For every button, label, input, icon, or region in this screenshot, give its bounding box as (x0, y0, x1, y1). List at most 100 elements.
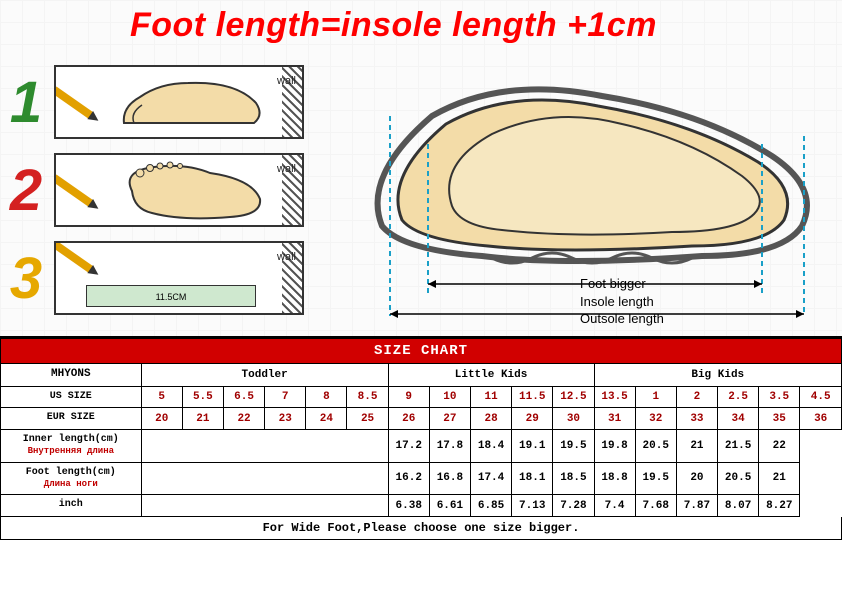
cell: 9 (388, 386, 429, 408)
brand-cell: MHYONS (1, 364, 142, 387)
cell: 5 (141, 386, 182, 408)
step-1-box: wall (54, 65, 304, 139)
cell: 22 (223, 408, 264, 430)
cell: 7.13 (512, 495, 553, 517)
empty-cell (141, 429, 388, 462)
eur-size-label: EUR SIZE (1, 408, 142, 430)
cell: 5.5 (182, 386, 223, 408)
size-chart-table: SIZE CHART MHYONS Toddler Little Kids Bi… (0, 338, 842, 517)
foot-side-icon (116, 73, 266, 135)
cell: 28 (470, 408, 511, 430)
cell: 25 (347, 408, 388, 430)
pencil-icon (54, 241, 94, 273)
cell: 8.27 (759, 495, 800, 517)
cell: 19.5 (553, 429, 594, 462)
cell: 18.1 (512, 462, 553, 495)
cell: 21 (759, 462, 800, 495)
cell: 2 (676, 386, 717, 408)
cell: 17.4 (470, 462, 511, 495)
cell: 7.4 (594, 495, 635, 517)
empty-cell (141, 495, 388, 517)
group-little: Little Kids (388, 364, 594, 387)
step-3-number: 3 (8, 245, 44, 312)
us-size-row: US SIZE 5 5.5 6.5 7 8 8.5 9 10 11 11.5 1… (1, 386, 842, 408)
cell: 35 (759, 408, 800, 430)
foot-label-ru: Длина ноги (2, 479, 140, 490)
step-1-number: 1 (8, 69, 44, 136)
cell: 18.4 (470, 429, 511, 462)
cell: 34 (718, 408, 759, 430)
cell: 17.8 (429, 429, 470, 462)
cell: 20 (141, 408, 182, 430)
eur-size-row: EUR SIZE 20 21 22 23 24 25 26 27 28 29 3… (1, 408, 842, 430)
cell: 27 (429, 408, 470, 430)
cell: 36 (800, 408, 842, 430)
step-3-box: 11.5CM wall (54, 241, 304, 315)
cell: 6.38 (388, 495, 429, 517)
inner-label-en: Inner length(cm) (23, 434, 119, 445)
chart-title-row: SIZE CHART (1, 339, 842, 364)
wall-label-2: wall (277, 163, 296, 175)
cell: 12.5 (553, 386, 594, 408)
pencil-icon (54, 87, 94, 120)
inch-label: inch (1, 495, 142, 517)
step-1-row: 1 wall (8, 58, 318, 146)
cell: 20.5 (718, 462, 759, 495)
cell: 20 (676, 462, 717, 495)
sole-diagram: Foot bigger Insole length Outsole length (342, 56, 832, 336)
cell: 7.28 (553, 495, 594, 517)
cell: 6.61 (429, 495, 470, 517)
cell: 21 (182, 408, 223, 430)
cell: 8 (306, 386, 347, 408)
cell: 13.5 (594, 386, 635, 408)
step-2-number: 2 (8, 157, 44, 224)
cell: 19.8 (594, 429, 635, 462)
cell: 20.5 (635, 429, 676, 462)
cell: 6.85 (470, 495, 511, 517)
cell: 21.5 (718, 429, 759, 462)
cell: 8.5 (347, 386, 388, 408)
cell: 30 (553, 408, 594, 430)
inch-row: inch 6.38 6.61 6.85 7.13 7.28 7.4 7.68 7… (1, 495, 842, 517)
chart-title: SIZE CHART (1, 339, 842, 364)
cell: 3.5 (759, 386, 800, 408)
wall-label-3: wall (277, 251, 296, 263)
foot-length-row: Foot length(cm) Длина ноги 16.2 16.8 17.… (1, 462, 842, 495)
inner-length-row: Inner length(cm) Внутренняя длина 17.2 1… (1, 429, 842, 462)
legend-insole: Insole length (580, 293, 664, 311)
cell: 4.5 (800, 386, 842, 408)
step-2-row: 2 wall (8, 146, 318, 234)
empty-cell (141, 462, 388, 495)
cell: 8.07 (718, 495, 759, 517)
headline: Foot length=insole length +1cm (130, 6, 832, 45)
group-row: MHYONS Toddler Little Kids Big Kids (1, 364, 842, 387)
cell: 7.87 (676, 495, 717, 517)
cell: 7 (265, 386, 306, 408)
group-toddler: Toddler (141, 364, 388, 387)
foot-label-en: Foot length(cm) (26, 467, 116, 478)
cell: 21 (676, 429, 717, 462)
infographic-top: Foot length=insole length +1cm 1 wall 2 (0, 0, 842, 338)
legend-outsole: Outsole length (580, 310, 664, 328)
cell: 31 (594, 408, 635, 430)
cell: 23 (265, 408, 306, 430)
cell: 32 (635, 408, 676, 430)
ruler-icon: 11.5CM (86, 285, 256, 307)
measure-steps: 1 wall 2 (8, 58, 318, 322)
step-3-row: 3 11.5CM wall (8, 234, 318, 322)
inner-label-ru: Внутренняя длина (2, 446, 140, 457)
cell: 6.5 (223, 386, 264, 408)
cell: 11 (470, 386, 511, 408)
cell: 10 (429, 386, 470, 408)
page: Foot length=insole length +1cm 1 wall 2 (0, 0, 842, 613)
cell: 16.8 (429, 462, 470, 495)
foot-length-label: Foot length(cm) Длина ноги (1, 462, 142, 495)
cell: 16.2 (388, 462, 429, 495)
cell: 19.1 (512, 429, 553, 462)
cell: 18.8 (594, 462, 635, 495)
cell: 18.5 (553, 462, 594, 495)
wall-label-1: wall (277, 75, 296, 87)
footprint-icon (112, 159, 268, 223)
us-size-label: US SIZE (1, 386, 142, 408)
inner-length-label: Inner length(cm) Внутренняя длина (1, 429, 142, 462)
